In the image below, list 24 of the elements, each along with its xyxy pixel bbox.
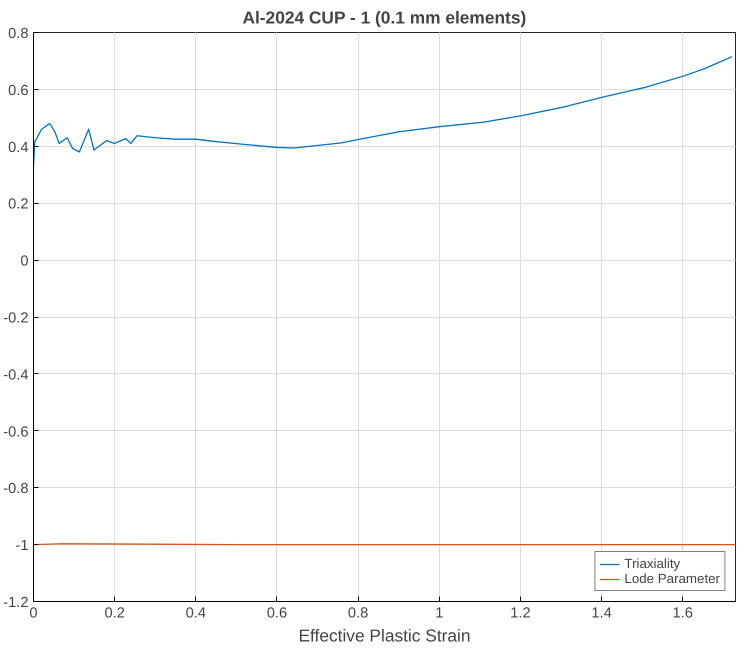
legend-label: Lode Parameter [624,571,720,586]
y-tick-label: -1 [15,538,29,554]
x-tick-label: 0.2 [104,606,125,622]
y-tick-label: -0.8 [3,481,29,498]
y-tick-label: 0.2 [8,196,28,213]
y-tick-label: -1.2 [3,595,29,611]
y-tick-label: 0.4 [8,140,28,156]
x-tick-label: 0.8 [348,606,368,622]
y-tick-label: 0.8 [8,26,28,42]
x-tick-label: 1 [435,606,444,622]
chart-title: Al-2024 CUP - 1 (0.1 mm elements) [242,8,526,28]
x-tick-label: 1.6 [672,606,693,622]
x-tick-label: 0.4 [186,606,206,622]
x-tick-label: 1.2 [510,606,531,622]
x-tick-label: 0.6 [266,606,288,622]
legend-label: Triaxiality [624,556,680,571]
x-tick-label: 1.4 [591,606,612,622]
line-series [34,56,732,167]
x-axis-title: Effective Plastic Strain [298,626,471,646]
y-tick-label: -0.4 [3,367,29,384]
y-tick-label: 0 [20,254,29,270]
y-tick-label: -0.6 [3,424,29,440]
y-tick-label: -0.2 [3,310,29,326]
y-tick-label: 0.6 [8,82,28,99]
